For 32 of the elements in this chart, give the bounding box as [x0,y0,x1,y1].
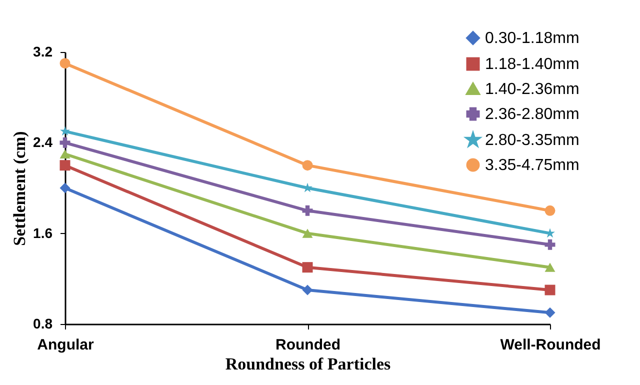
point [60,182,70,194]
point [302,182,312,192]
point [60,58,70,69]
point [302,228,313,238]
y-tick-label: 2.4 [33,134,53,150]
x-tick-label: Rounded [276,336,340,354]
legend-label: 1.40-2.36mm [485,81,580,98]
point [302,284,313,296]
y-tick-label: 1.6 [33,224,53,241]
point [302,205,313,216]
x-tick-label: Angular [37,336,94,354]
legend-label: 0.30-1.18mm [485,30,580,47]
point [544,284,556,296]
y-tick-label: 3.2 [33,44,53,60]
point [60,149,70,159]
x-axis-title: Roundness of Particles [225,354,392,374]
y-tick-label: 0.8 [33,316,53,332]
x-tick-label: Well-Rounded [500,336,601,354]
legend-label: 2.80-3.35mm [485,132,580,149]
point [544,307,556,318]
point [302,262,313,273]
point [60,126,70,136]
point [60,137,70,148]
point [544,205,556,216]
legend-label: 2.36-2.80mm [485,106,580,123]
y-axis-title: Settlement (cm) [10,131,30,246]
legend-label: 1.18-1.40mm [485,56,580,73]
point [60,160,70,171]
point [302,160,313,171]
legend-label: 3.35-4.75mm [485,157,580,174]
point [544,262,556,272]
point [544,239,556,250]
